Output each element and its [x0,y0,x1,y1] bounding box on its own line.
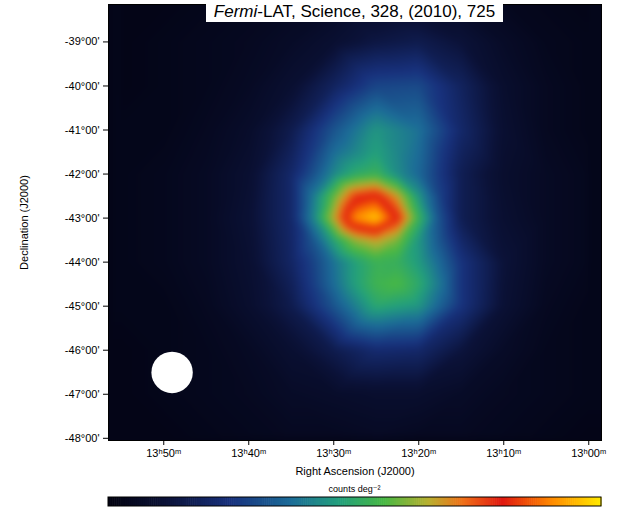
svg-text:-45°00': -45°00' [65,300,100,312]
svg-text:13ʰ30ᵐ: 13ʰ30ᵐ [316,447,351,459]
svg-text:13ʰ40ᵐ: 13ʰ40ᵐ [231,447,266,459]
html-text:counts deg⁻²: counts deg⁻² [328,484,381,494]
svg-text:13ʰ10ᵐ: 13ʰ10ᵐ [486,447,521,459]
svg-text:Declination (J2000): Declination (J2000) [18,175,30,270]
svg-text:-47°00': -47°00' [65,388,100,400]
svg-text:-43°00': -43°00' [65,212,100,224]
svg-text:13ʰ20ᵐ: 13ʰ20ᵐ [401,447,436,459]
svg-text:13ʰ50ᵐ: 13ʰ50ᵐ [146,447,181,459]
svg-text:-40°00': -40°00' [65,79,100,91]
svg-text:-48°00': -48°00' [65,432,100,444]
svg-text:-41°00': -41°00' [65,124,100,136]
html-text:Fermi -LAT, Science, 328, (201: Fermi -LAT, Science, 328, (2010), 725 [213,2,496,21]
svg-text:-42°00': -42°00' [65,168,100,180]
svg-text:13ʰ00ᵐ: 13ʰ00ᵐ [571,447,606,459]
svg-text:-39°00': -39°00' [65,35,100,47]
svg-text:-46°00': -46°00' [65,344,100,356]
svg-text:Right Ascension (J2000): Right Ascension (J2000) [295,465,414,477]
svg-text:-44°00': -44°00' [65,256,100,268]
